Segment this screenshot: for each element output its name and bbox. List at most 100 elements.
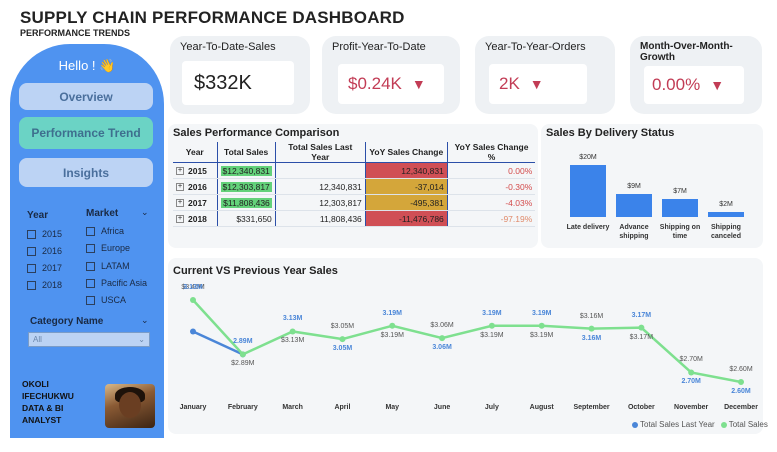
down-arrow-icon: ▼ <box>411 76 426 92</box>
data-label-current: $3.05M <box>330 323 355 331</box>
sidebar: Hello ! 👋 Overview Performance Trend Ins… <box>10 44 164 438</box>
expand-icon[interactable]: + <box>176 183 184 192</box>
category-select-value: All <box>33 335 42 344</box>
market-chevron-icon[interactable]: ⌄ <box>141 207 149 217</box>
market-option-latam[interactable]: LATAM <box>86 261 130 271</box>
x-axis-label: September <box>573 404 610 411</box>
data-label-previous: 3.13M <box>282 315 303 323</box>
market-option-usca[interactable]: USCA <box>86 295 126 305</box>
data-label-current: $3.46M <box>181 284 205 291</box>
kpi-title: Year-To-Date-Sales <box>180 41 276 53</box>
x-axis-label: March <box>282 404 303 411</box>
market-option-pacific-asia[interactable]: Pacific Asia <box>86 278 147 288</box>
x-axis-label: May <box>385 404 400 411</box>
checkbox-icon[interactable] <box>27 263 36 273</box>
nav-insights-button[interactable]: Insights <box>19 158 153 187</box>
chevron-down-icon: ⌄ <box>138 335 145 344</box>
data-label-previous: 2.70M <box>681 378 701 386</box>
legend-dot-icon <box>632 421 638 428</box>
data-label-previous: 3.19M <box>482 309 502 317</box>
expand-icon[interactable]: + <box>176 167 184 176</box>
year-filter-label: Year <box>27 210 49 221</box>
delivery-status-panel: Sales By Delivery Status $20M Late delive… <box>541 124 763 248</box>
kpi-value: 2K <box>499 74 520 93</box>
data-label-previous: 3.05M <box>332 345 353 353</box>
market-option-europe[interactable]: Europe <box>86 243 130 253</box>
category-select[interactable]: All ⌄ <box>28 332 150 347</box>
delivery-bar[interactable] <box>708 211 744 217</box>
chart-legend: Total Sales Last Year Total Sales <box>632 420 768 429</box>
dashboard-title: SUPPLY CHAIN PERFORMANCE DASHBOARD <box>20 8 405 27</box>
kpi-value: $332K <box>194 71 252 94</box>
year-option-2016[interactable]: 2016 <box>27 246 62 256</box>
nav-performance-trend-button[interactable]: Performance Trend <box>19 117 153 149</box>
x-axis-label: February <box>227 404 258 411</box>
delivery-bar[interactable] <box>616 193 652 217</box>
expand-icon[interactable]: + <box>176 215 184 224</box>
table-row: +2018 $331,650 11,808,436 -11,476,786 -9… <box>173 210 536 227</box>
data-label-current: $3.17M <box>629 333 654 341</box>
greeting: Hello ! 👋 <box>58 58 116 73</box>
year-option-2017[interactable]: 2017 <box>27 263 62 273</box>
down-arrow-icon: ▼ <box>529 76 544 92</box>
data-label-current: $2.70M <box>679 356 703 364</box>
bar-value-label: $20M <box>579 154 597 161</box>
bar-value-label: $2M <box>719 200 733 208</box>
checkbox-icon[interactable] <box>86 295 95 305</box>
data-label-previous: 3.16M <box>581 334 602 342</box>
checkbox-icon[interactable] <box>86 226 95 236</box>
x-axis-label: June <box>433 404 451 411</box>
checkbox-icon[interactable] <box>86 278 95 288</box>
sales-comparison-panel: Sales Performance Comparison Year Total … <box>168 124 538 248</box>
data-label-current: $3.16M <box>579 312 604 320</box>
checkbox-icon[interactable] <box>86 261 95 271</box>
market-option-africa[interactable]: Africa <box>86 226 124 236</box>
checkbox-icon[interactable] <box>86 243 95 253</box>
sales-comparison-table: Year Total Sales Total Sales Last Year Y… <box>173 142 536 227</box>
category-chevron-icon[interactable]: ⌄ <box>141 315 149 325</box>
table-row: +2015 $12,340,831 12,340,831 0.00% <box>173 162 536 179</box>
table-row: +2017 $11,808,436 12,303,817 -495,381 -4… <box>173 194 536 211</box>
bar-value-label: $7M <box>673 187 687 195</box>
year-option-2018[interactable]: 2018 <box>27 280 62 290</box>
checkbox-icon[interactable] <box>27 246 36 256</box>
checkbox-icon[interactable] <box>27 229 36 239</box>
kpi-title: Profit-Year-To-Date <box>332 41 426 53</box>
avatar <box>105 384 155 428</box>
x-axis-label: July <box>484 404 499 411</box>
year-option-2015[interactable]: 2015 <box>27 229 62 239</box>
x-axis-label: April <box>334 404 351 411</box>
data-label-current: $3.19M <box>530 331 554 339</box>
kpi-value: 0.00% <box>652 75 701 94</box>
bar-category-label: Shipping on time <box>659 224 701 240</box>
delivery-bar[interactable] <box>662 198 698 217</box>
data-label-current: $3.06M <box>430 322 454 330</box>
legend-dot-icon <box>720 421 727 428</box>
x-axis-label: August <box>529 404 554 411</box>
data-label-current: $2.89M <box>231 360 255 368</box>
kpi-ytd-sales-card: Year-To-Date-Sales $332K <box>170 36 310 114</box>
panel-title: Current VS Previous Year Sales <box>173 265 338 277</box>
page-subtitle: PERFORMANCE TRENDS <box>20 28 131 38</box>
kpi-profit-card: Profit-Year-To-Date $0.24K ▼ <box>322 36 460 114</box>
nav-overview-button[interactable]: Overview <box>19 83 153 110</box>
data-label-current: $3.19M <box>480 331 504 339</box>
data-label-previous: 3.06M <box>432 344 452 352</box>
author-name: OKOLI IFECHUKWU DATA & BI ANALYST <box>22 379 74 425</box>
data-label-previous: 3.19M <box>531 309 552 317</box>
x-axis-label: October <box>627 404 655 411</box>
data-label-current: $3.13M <box>280 337 305 345</box>
data-label-previous: 3.13M <box>183 284 203 291</box>
delivery-bar[interactable] <box>570 165 606 217</box>
market-filter-label: Market <box>86 208 119 219</box>
data-label-previous: 2.89M <box>233 338 253 346</box>
data-label-current: $3.19M <box>380 331 404 339</box>
x-axis-label: November <box>674 404 709 411</box>
expand-icon[interactable]: + <box>176 199 184 208</box>
category-filter-label: Category Name <box>30 316 104 327</box>
checkbox-icon[interactable] <box>27 280 36 290</box>
panel-title: Sales Performance Comparison <box>173 127 340 139</box>
bar-category-label: Late delivery <box>566 224 610 231</box>
table-row: +2016 $12,303,817 12,340,831 -37,014 -0.… <box>173 178 536 195</box>
x-axis-label: December <box>724 404 758 411</box>
